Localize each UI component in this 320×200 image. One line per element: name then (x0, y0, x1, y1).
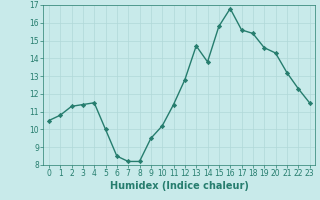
X-axis label: Humidex (Indice chaleur): Humidex (Indice chaleur) (110, 181, 249, 191)
